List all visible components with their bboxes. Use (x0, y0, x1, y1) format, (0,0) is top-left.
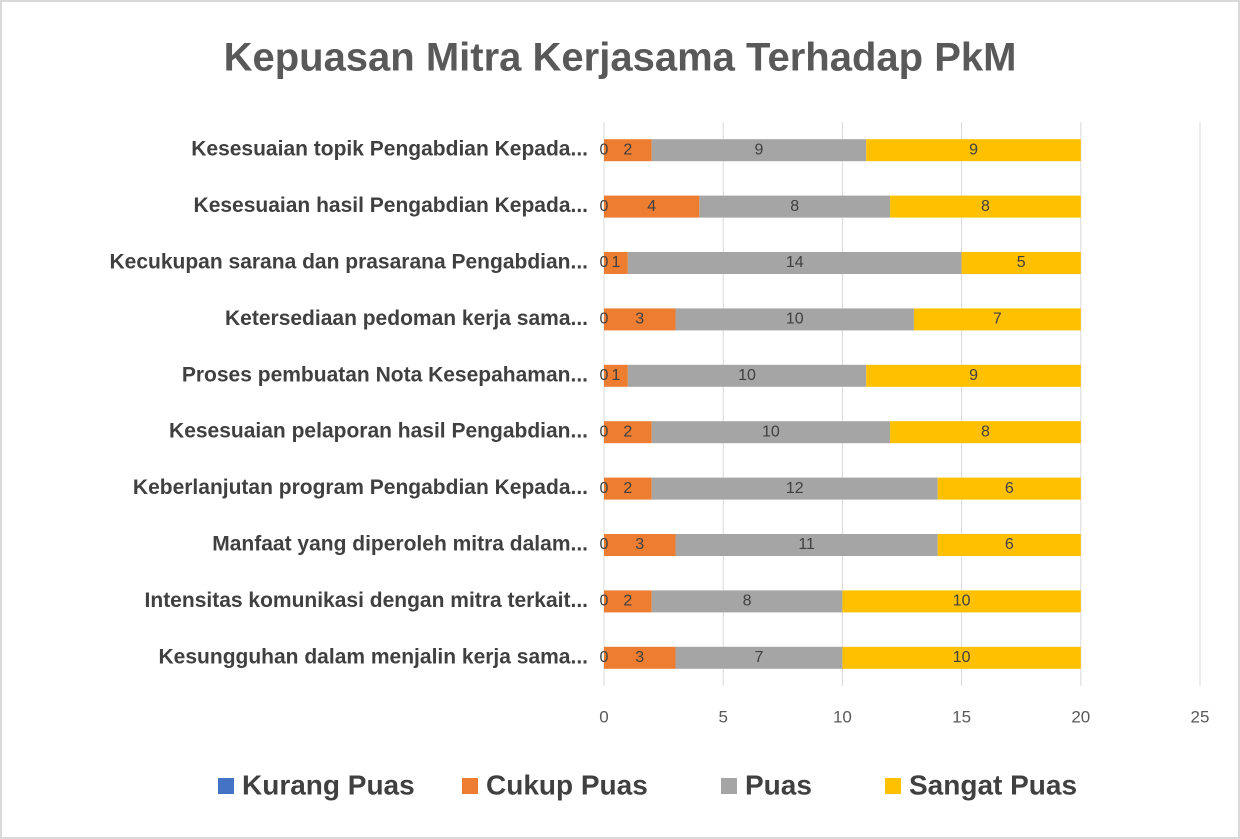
bar-segment (604, 421, 652, 444)
data-label: 3 (635, 536, 644, 553)
data-label: 6 (1005, 536, 1014, 553)
data-label: 3 (635, 649, 644, 666)
data-label: 10 (762, 423, 780, 440)
data-label: 8 (981, 423, 990, 440)
data-label: 10 (953, 593, 971, 610)
y-tick-label: Keberlanjutan program Pengabdian Kepada.… (133, 476, 588, 499)
y-tick-label: Manfaat yang diperoleh mitra dalam... (212, 533, 588, 556)
x-tick-label: 25 (1191, 707, 1210, 726)
bar-segment (699, 195, 891, 218)
bar-segment (937, 534, 1081, 556)
data-label: 8 (743, 593, 752, 610)
bar-segment (866, 139, 1081, 162)
data-label: 0 (600, 593, 609, 610)
bar-segment (604, 477, 652, 500)
bar-segment (675, 534, 938, 556)
data-label: 0 (600, 254, 609, 271)
legend-swatch (721, 778, 737, 794)
data-label: 9 (969, 367, 978, 384)
data-label: 0 (600, 198, 609, 215)
bar-segment (866, 364, 1081, 387)
data-label: 0 (600, 367, 609, 384)
bar-segment (937, 477, 1081, 500)
bar-segment (604, 534, 676, 556)
legend-swatch (462, 778, 478, 794)
bar-segment (604, 308, 676, 331)
data-label: 2 (623, 423, 632, 440)
legend-swatch (218, 778, 234, 794)
chart-title: Kepuasan Mitra Kerjasama Terhadap PkM (224, 36, 1017, 80)
bar-segment (627, 252, 962, 274)
data-label: 6 (1005, 480, 1014, 497)
y-tick-label: Kecukupan sarana dan prasarana Pengabdia… (110, 251, 589, 274)
bar-segment (890, 195, 1081, 218)
y-tick-label: Intensitas komunikasi dengan mitra terka… (145, 589, 588, 612)
x-tick-label: 5 (718, 707, 727, 726)
data-label: 9 (969, 141, 978, 158)
bar-segment (675, 308, 914, 331)
x-tick-label: 15 (952, 707, 971, 726)
bar-segment (913, 308, 1081, 331)
bar-segment (842, 590, 1081, 613)
data-label: 8 (981, 198, 990, 215)
bar-segment (651, 421, 891, 444)
legend-label: Cukup Puas (486, 769, 648, 800)
data-label: 0 (600, 536, 609, 553)
data-label: 9 (755, 141, 764, 158)
y-tick-label: Kesesuaian pelaporan hasil Pengabdian... (169, 420, 588, 443)
data-label: 0 (600, 423, 609, 440)
data-label: 10 (738, 367, 756, 384)
data-label: 10 (786, 311, 804, 328)
bar-segment (604, 646, 676, 669)
bar-segment (961, 252, 1081, 274)
data-label: 5 (1017, 254, 1026, 271)
data-label: 4 (647, 198, 656, 215)
bar-segment (604, 139, 652, 162)
data-label: 1 (611, 367, 620, 384)
bar-segment (651, 139, 867, 162)
data-label: 11 (798, 536, 815, 553)
bar-segment (627, 364, 867, 387)
bar-segment (604, 252, 628, 274)
x-tick-label: 20 (1071, 707, 1090, 726)
data-label: 7 (755, 649, 764, 666)
bar-segment (604, 364, 628, 387)
y-tick-label: Proses pembuatan Nota Kesepahaman... (182, 363, 588, 386)
bar-segment (675, 646, 843, 669)
data-label: 2 (623, 593, 632, 610)
legend-label: Kurang Puas (242, 769, 415, 800)
data-label: 2 (623, 480, 632, 497)
data-label: 10 (953, 649, 971, 666)
bar-segment (651, 477, 938, 500)
y-tick-label: Ketersediaan pedoman kerja sama... (225, 307, 588, 330)
y-tick-label: Kesesuaian hasil Pengabdian Kepada... (194, 194, 588, 217)
legend-label: Puas (745, 769, 812, 800)
bar-segment (604, 590, 652, 613)
data-label: 2 (623, 141, 632, 158)
bar-segment (890, 421, 1081, 444)
data-label: 0 (600, 311, 609, 328)
data-label: 8 (790, 198, 799, 215)
data-label: 3 (635, 311, 644, 328)
y-tick-label: Kesesuaian topik Pengabdian Kepada... (191, 138, 588, 161)
bar-segment (651, 590, 843, 613)
data-label: 0 (600, 141, 609, 158)
data-label: 7 (993, 311, 1002, 328)
y-tick-label: Kesungguhan dalam menjalin kerja sama... (159, 645, 588, 668)
data-label: 0 (600, 480, 609, 497)
data-label: 14 (786, 254, 804, 271)
data-label: 0 (600, 649, 609, 666)
legend-swatch (885, 778, 901, 794)
data-label: 1 (611, 254, 620, 271)
bar-segment (604, 195, 700, 218)
x-tick-label: 10 (833, 707, 852, 726)
data-label: 12 (786, 480, 804, 497)
bar-segment (842, 646, 1081, 669)
x-tick-label: 0 (599, 707, 608, 726)
legend-label: Sangat Puas (909, 769, 1077, 800)
